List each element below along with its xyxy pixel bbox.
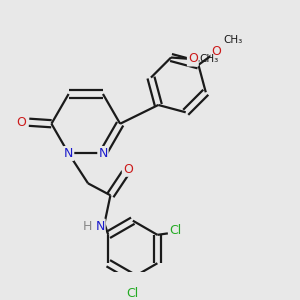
- Text: N: N: [64, 147, 73, 160]
- Text: N: N: [98, 147, 108, 160]
- Text: H: H: [82, 220, 92, 232]
- Text: N: N: [95, 220, 105, 232]
- Text: O: O: [123, 163, 133, 176]
- Text: CH₃: CH₃: [223, 34, 242, 44]
- Text: O: O: [188, 52, 198, 65]
- Text: O: O: [16, 116, 26, 129]
- Text: Cl: Cl: [127, 287, 139, 300]
- Text: CH₃: CH₃: [200, 54, 219, 64]
- Text: Cl: Cl: [169, 224, 182, 237]
- Text: O: O: [212, 45, 221, 58]
